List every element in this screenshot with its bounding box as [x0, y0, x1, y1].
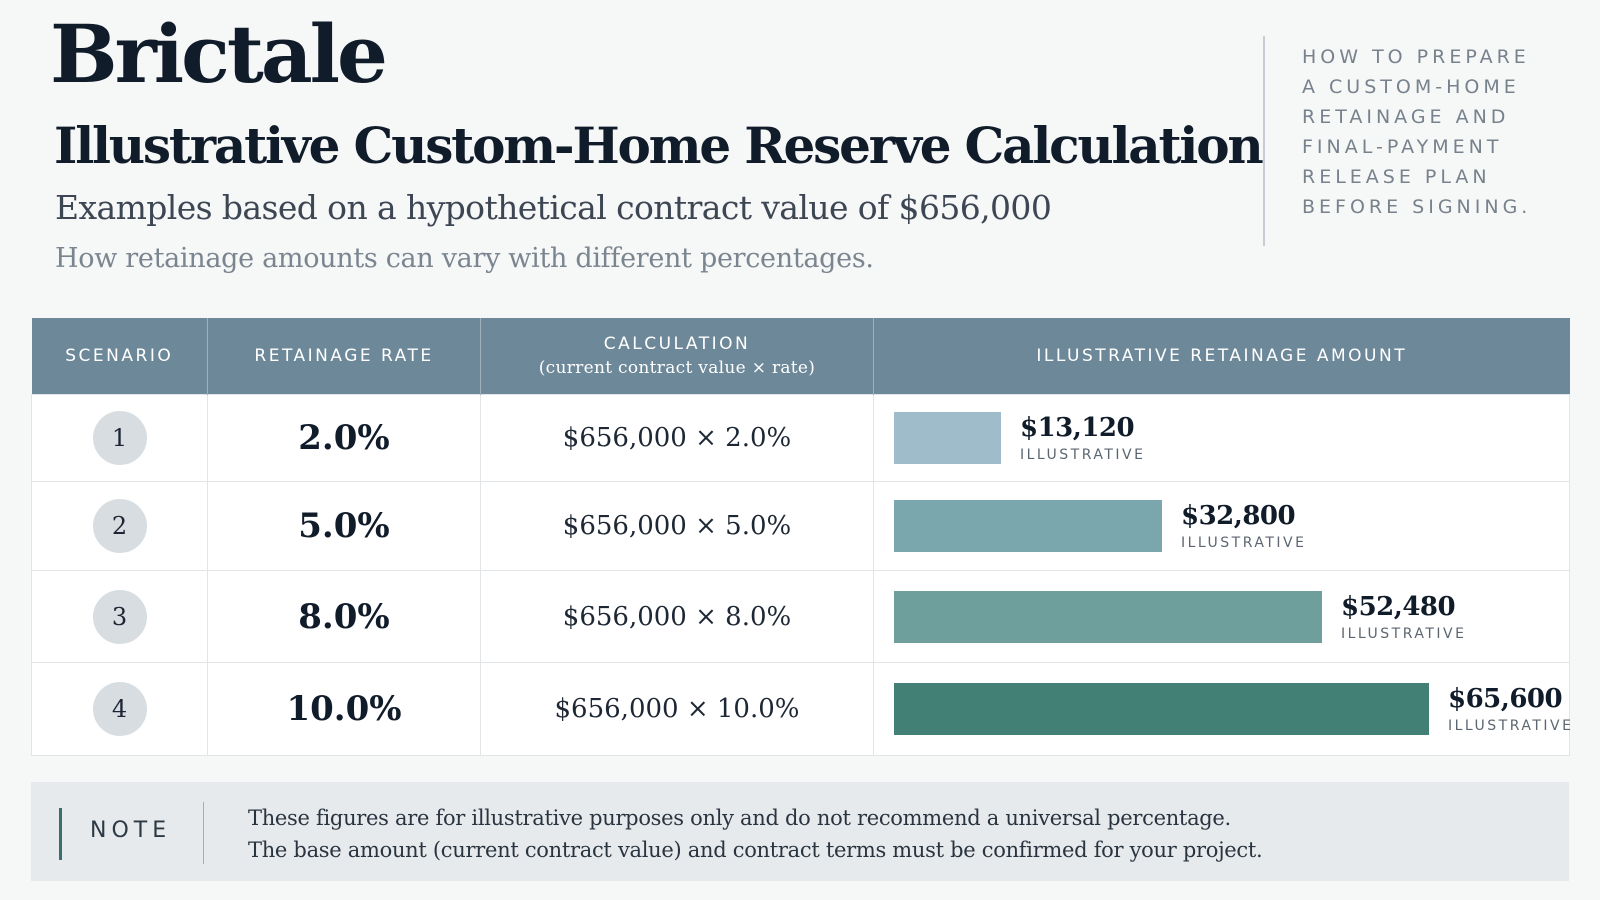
header-calc-sublabel: (current contract value × rate) [538, 358, 816, 378]
side-note-line: RETAINAGE AND [1302, 106, 1510, 128]
amount-value: $52,480 [1341, 591, 1456, 622]
calc-value: $656,000 × 8.0% [562, 601, 792, 632]
table-row: 3 8.0% $656,000 × 8.0% $52,480 ILLUSTRAT… [31, 570, 1570, 663]
note-line-1: These figures are for illustrative purpo… [248, 806, 1231, 830]
amount-value: $65,600 [1448, 684, 1563, 714]
rate-cell: 10.0% [207, 662, 481, 756]
table-row: 2 5.0% $656,000 × 5.0% $32,800 ILLUSTRAT… [31, 481, 1570, 571]
amount-bar [894, 683, 1429, 735]
note-text: These figures are for illustrative purpo… [248, 802, 1263, 866]
header-amount: ILLUSTRATIVE RETAINAGE AMOUNT [873, 318, 1570, 395]
rate-cell: 8.0% [207, 570, 481, 663]
scenario-cell: 4 [31, 662, 208, 756]
rate-value: 10.0% [286, 689, 402, 729]
amount-cell: $52,480 ILLUSTRATIVE [873, 570, 1570, 663]
amount-label-group: $13,120 ILLUSTRATIVE [1020, 413, 1145, 463]
scenario-cell: 2 [31, 481, 208, 571]
rate-cell: 2.0% [207, 394, 481, 482]
retainage-table: SCENARIO RETAINAGE RATE CALCULATION (cur… [31, 318, 1573, 756]
amount-bar [894, 412, 1001, 464]
calc-cell: $656,000 × 8.0% [480, 570, 874, 663]
scenario-badge: 3 [92, 589, 147, 644]
side-note-line: HOW TO PREPARE [1302, 46, 1530, 68]
header-calc: CALCULATION (current contract value × ra… [480, 318, 874, 395]
header-rate-label: RETAINAGE RATE [254, 346, 434, 366]
page-caption: How retainage amounts can vary with diff… [55, 243, 874, 274]
amount-tag: ILLUSTRATIVE [1181, 535, 1307, 551]
header-amount-label: ILLUSTRATIVE RETAINAGE AMOUNT [1036, 346, 1408, 366]
amount-tag: ILLUSTRATIVE [1020, 447, 1146, 463]
calc-cell: $656,000 × 5.0% [480, 481, 874, 571]
table-header-row: SCENARIO RETAINAGE RATE CALCULATION (cur… [31, 318, 1570, 395]
note-label: NOTE [90, 818, 172, 843]
header-scenario: SCENARIO [31, 318, 208, 395]
amount-label-group: $32,800 ILLUSTRATIVE [1181, 501, 1306, 551]
amount-value: $13,120 [1020, 413, 1135, 443]
scenario-badge: 1 [92, 411, 147, 465]
note-line-2: The base amount (current contract value)… [248, 838, 1263, 862]
side-note-line: FINAL-PAYMENT [1302, 136, 1503, 158]
table-row: 4 10.0% $656,000 × 10.0% $65,600 ILLUSTR… [31, 662, 1573, 756]
amount-tag: ILLUSTRATIVE [1341, 625, 1467, 642]
amount-bar [894, 590, 1322, 643]
header-scenario-label: SCENARIO [65, 346, 174, 366]
amount-label-group: $52,480 ILLUSTRATIVE [1341, 592, 1466, 642]
page-subtitle: Examples based on a hypothetical contrac… [55, 188, 1052, 227]
calc-cell: $656,000 × 2.0% [480, 394, 874, 482]
calc-value: $656,000 × 10.0% [554, 694, 800, 724]
rate-value: 2.0% [298, 418, 390, 458]
rate-cell: 5.0% [207, 481, 481, 571]
amount-value: $32,800 [1181, 501, 1296, 531]
table-row: 1 2.0% $656,000 × 2.0% $13,120 ILLUSTRAT… [31, 394, 1570, 482]
scenario-cell: 3 [31, 570, 208, 663]
header-calc-label: CALCULATION [603, 334, 751, 354]
page-title: Illustrative Custom-Home Reserve Calcula… [54, 116, 1264, 175]
side-note-line: A CUSTOM-HOME [1302, 76, 1520, 98]
header-rate: RETAINAGE RATE [207, 318, 481, 395]
note-box: NOTE These figures are for illustrative … [31, 782, 1569, 881]
amount-label-group: $65,600 ILLUSTRATIVE [1448, 684, 1573, 734]
side-divider [1263, 36, 1265, 246]
scenario-badge: 4 [92, 682, 147, 736]
brand-logo: Brictale [50, 7, 388, 101]
scenario-badge: 2 [92, 499, 147, 553]
amount-tag: ILLUSTRATIVE [1448, 718, 1574, 734]
amount-cell: $13,120 ILLUSTRATIVE [873, 394, 1570, 482]
note-accent-bar [59, 808, 62, 860]
side-note-line: RELEASE PLAN [1302, 166, 1491, 188]
calc-value: $656,000 × 5.0% [562, 511, 792, 541]
amount-cell: $32,800 ILLUSTRATIVE [873, 481, 1570, 571]
amount-bar [894, 500, 1162, 552]
side-note-line: BEFORE SIGNING. [1302, 196, 1532, 218]
calc-value: $656,000 × 2.0% [562, 423, 792, 453]
rate-value: 5.0% [298, 506, 390, 546]
rate-value: 8.0% [298, 596, 390, 637]
side-note: HOW TO PREPARE A CUSTOM-HOME RETAINAGE A… [1302, 42, 1592, 222]
note-divider [203, 802, 204, 864]
amount-cell: $65,600 ILLUSTRATIVE [873, 662, 1573, 756]
scenario-cell: 1 [31, 394, 208, 482]
calc-cell: $656,000 × 10.0% [480, 662, 874, 756]
